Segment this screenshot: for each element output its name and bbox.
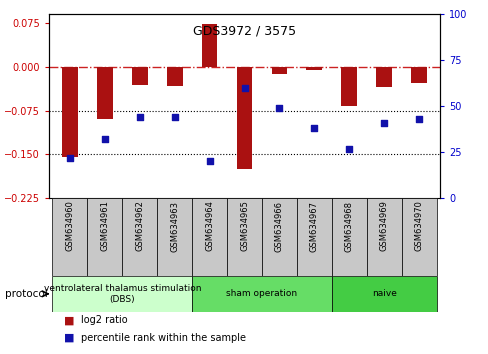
Text: sham operation: sham operation xyxy=(226,289,297,298)
Bar xyxy=(132,67,147,85)
Point xyxy=(345,146,352,152)
Text: GSM634963: GSM634963 xyxy=(170,201,179,252)
Text: GSM634962: GSM634962 xyxy=(135,201,144,251)
Bar xyxy=(262,198,296,276)
Point xyxy=(101,137,108,142)
Text: GSM634964: GSM634964 xyxy=(204,201,214,251)
Bar xyxy=(202,24,217,67)
Bar xyxy=(192,198,226,276)
Bar xyxy=(62,67,78,157)
Text: GSM634970: GSM634970 xyxy=(414,201,423,251)
Point xyxy=(66,155,74,161)
Bar xyxy=(341,67,356,107)
Bar xyxy=(271,67,287,74)
Bar xyxy=(122,198,157,276)
Bar xyxy=(97,67,112,119)
Point xyxy=(414,116,422,122)
Text: ■: ■ xyxy=(63,333,74,343)
Point xyxy=(240,85,248,91)
Bar xyxy=(401,198,436,276)
Text: GSM634965: GSM634965 xyxy=(240,201,248,251)
Bar xyxy=(331,198,366,276)
Point xyxy=(136,114,143,120)
Bar xyxy=(366,198,401,276)
Bar xyxy=(157,198,192,276)
Bar xyxy=(306,67,322,70)
Text: GSM634969: GSM634969 xyxy=(379,201,388,251)
Bar xyxy=(226,198,262,276)
Text: ■: ■ xyxy=(63,315,74,325)
Bar xyxy=(52,198,87,276)
Point xyxy=(310,125,318,131)
Point xyxy=(170,114,178,120)
Text: GSM634968: GSM634968 xyxy=(344,201,353,252)
Text: protocol: protocol xyxy=(5,289,47,299)
Text: GDS3972 / 3575: GDS3972 / 3575 xyxy=(193,25,295,38)
Bar xyxy=(166,67,182,86)
Bar xyxy=(236,67,252,169)
Text: percentile rank within the sample: percentile rank within the sample xyxy=(81,333,245,343)
Text: log2 ratio: log2 ratio xyxy=(81,315,127,325)
Bar xyxy=(296,198,331,276)
Bar xyxy=(87,198,122,276)
Text: ventrolateral thalamus stimulation
(DBS): ventrolateral thalamus stimulation (DBS) xyxy=(43,284,201,303)
Bar xyxy=(331,276,436,312)
Point xyxy=(380,120,387,126)
Bar xyxy=(376,67,391,87)
Text: GSM634967: GSM634967 xyxy=(309,201,318,252)
Point xyxy=(205,159,213,164)
Point xyxy=(275,105,283,111)
Text: GSM634961: GSM634961 xyxy=(100,201,109,251)
Bar xyxy=(192,276,331,312)
Bar xyxy=(410,67,426,83)
Text: naive: naive xyxy=(371,289,396,298)
Bar xyxy=(52,276,192,312)
Text: GSM634966: GSM634966 xyxy=(274,201,284,252)
Text: GSM634960: GSM634960 xyxy=(65,201,74,251)
